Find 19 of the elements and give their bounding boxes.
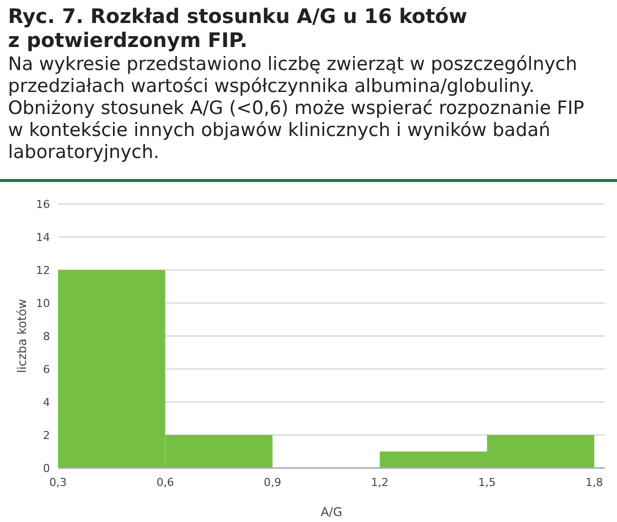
y-axis-title: liczba kotów [15, 298, 29, 374]
x-tick-label: 0,6 [156, 476, 174, 489]
y-tick-label: 10 [36, 296, 50, 310]
chart-title: Ryc. 7. Rozkład stosunku A/G u 16 kotów z potwierdzonym FIP. [8, 4, 468, 52]
x-axis-title: A/G [320, 505, 342, 519]
chart-subtitle: Na wykresie przedstawiono liczbę zwierząt w poszczególnych przedziałach wartości współczynnika albumina/globuliny. Obniżony stosunek A/G (<0,6) może wspierać rozpoznanie FIP w kontekście innych objawów klinicznych i wyników badań laboratoryjnych. [8, 54, 586, 164]
x-tick-label: 0,9 [264, 476, 282, 489]
x-tick-label: 0,3 [49, 476, 67, 489]
y-tick-label: 0 [43, 462, 50, 475]
x-tick-label: 1,2 [371, 476, 389, 489]
y-tick-label: 16 [36, 198, 50, 211]
y-tick-label: 14 [36, 230, 50, 244]
x-tick-label: 1,8 [586, 476, 604, 489]
y-tick-label: 6 [43, 362, 50, 376]
x-tick-label: 1,5 [478, 476, 496, 489]
y-tick-label: 12 [36, 264, 50, 277]
y-tick-label: 2 [43, 428, 50, 442]
y-tick-label: 4 [43, 396, 50, 409]
y-tick-label: 8 [43, 330, 50, 343]
